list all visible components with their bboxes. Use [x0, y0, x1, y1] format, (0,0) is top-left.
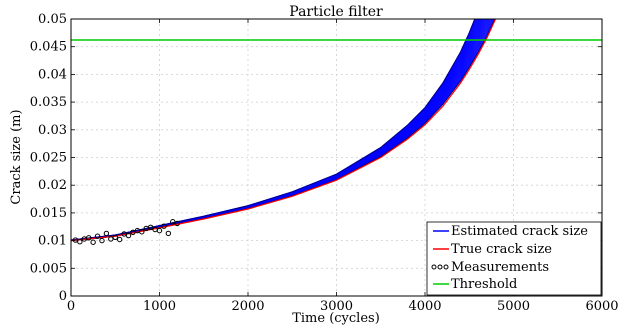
y-tick-label: 0.02	[38, 178, 67, 193]
measurement-point	[121, 231, 127, 237]
measurement-point	[125, 232, 132, 239]
y-axis-label: Crack size (m)	[9, 109, 24, 204]
x-tick-label: 3000	[320, 299, 353, 314]
axis-ticks: 0 1000 2000 3000 4000 5000 6000 0 0.005 0.01 0.015…	[30, 12, 619, 314]
measurement-point	[139, 229, 145, 235]
measurement-point	[161, 223, 167, 229]
measurement-point	[86, 235, 92, 241]
y-tick-label: 0.005	[30, 261, 67, 276]
y-tick-label: 0.035	[30, 95, 67, 110]
x-axis-label: Time (cycles)	[292, 311, 380, 326]
x-tick-label: 0	[67, 299, 75, 314]
y-tick-label: 0.045	[30, 40, 67, 55]
measurement-point	[112, 234, 118, 240]
y-tick-label: 0.015	[30, 206, 67, 221]
measurement-point	[174, 220, 180, 227]
measurement-point	[147, 224, 154, 231]
measurement-point	[170, 219, 176, 225]
measurement-point	[130, 229, 136, 235]
legend-box	[426, 221, 602, 296]
y-tick-label: 0.05	[38, 12, 67, 27]
x-tick-label: 1000	[143, 299, 176, 314]
legend-marker-measurements-2	[437, 264, 443, 270]
true-crack-size-line	[71, 19, 497, 242]
measurement-point	[77, 239, 83, 245]
measurement-point	[99, 237, 105, 244]
x-tick-label: 5000	[497, 299, 530, 314]
legend-label-estimated: Estimated crack size	[451, 224, 588, 239]
legend-marker-measurements-1	[431, 264, 437, 270]
measurement-point	[156, 227, 163, 234]
y-tick-label: 0.01	[38, 234, 67, 249]
legend-label-measurements: Measurements	[451, 260, 549, 275]
y-tick-label: 0.03	[38, 123, 67, 138]
estimated-crack-size-edge	[71, 19, 476, 241]
y-tick-label: 0	[59, 289, 67, 304]
x-tick-label: 2000	[231, 299, 264, 314]
y-tick-label: 0.04	[38, 67, 67, 82]
measurement-point	[116, 236, 123, 243]
legend-label-true: True crack size	[451, 242, 552, 257]
measurement-point	[94, 233, 101, 239]
measurement-point	[103, 230, 110, 237]
chart-title: Particle filter	[289, 4, 383, 20]
measurement-point	[165, 230, 172, 237]
plot-series	[71, 19, 602, 245]
measurement-point	[72, 237, 79, 243]
legend: Estimated crack size True crack size Mea…	[426, 221, 602, 296]
x-tick-label: 4000	[408, 299, 441, 314]
y-tick-label: 0.025	[30, 151, 67, 166]
measurement-point	[90, 239, 96, 245]
x-tick-label: 6000	[585, 299, 618, 314]
legend-label-threshold: Threshold	[451, 277, 517, 292]
measurement-point	[108, 236, 114, 242]
legend-marker-measurements-3	[443, 264, 449, 270]
